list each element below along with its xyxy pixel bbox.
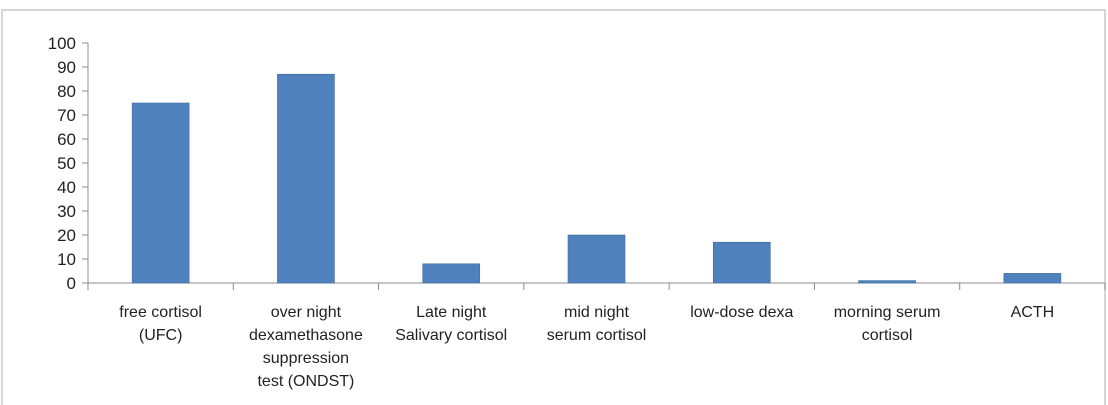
y-tick-label: 20 [57, 226, 76, 245]
x-tick-label-line: low-dose dexa [690, 304, 793, 321]
y-tick-label: 30 [57, 202, 76, 221]
y-tick-label: 50 [57, 154, 76, 173]
x-tick-label: mid night serum cortisol [547, 304, 647, 344]
y-axis: 0 10 20 30 40 50 60 70 80 90 100 [48, 34, 89, 293]
x-tick-label-line: (UFC) [139, 327, 183, 344]
x-tick-label: morning serum cortisol [834, 304, 941, 344]
x-tick-label-line: dexamethasone [249, 327, 363, 344]
bar [131, 102, 190, 284]
y-tick-label: 100 [48, 34, 76, 53]
y-tick-label: 0 [67, 274, 76, 293]
x-tick-labels: free cortisol (UFC) over night dexamethason… [119, 304, 1054, 390]
y-tick-label: 80 [57, 82, 76, 101]
x-tick-label-line: free cortisol [119, 304, 202, 321]
x-tick-label: over night dexamethasone suppression test (… [249, 304, 363, 390]
bar [858, 280, 916, 284]
x-tick-label-line: serum cortisol [547, 327, 647, 344]
x-tick-label: Late night Salivary cortisol [395, 304, 507, 344]
y-tick-label: 10 [57, 250, 76, 269]
bars [131, 73, 1062, 284]
x-tick-label-line: ACTH [1011, 304, 1055, 321]
y-tick-label: 60 [57, 130, 76, 149]
x-tick-label: low-dose dexa [690, 304, 793, 321]
bar [422, 263, 481, 284]
x-tick-label-line: mid night [564, 304, 629, 321]
bar [567, 234, 626, 284]
x-tick-label-line: Salivary cortisol [395, 327, 507, 344]
x-tick-label: ACTH [1011, 304, 1055, 321]
x-tick-label-line: over night [271, 304, 342, 321]
y-tick-label: 70 [57, 106, 76, 125]
bar [712, 241, 771, 284]
bar [277, 73, 335, 284]
x-tick-label-line: cortisol [862, 327, 913, 344]
x-tick-label-line: test (ONDST) [257, 373, 354, 390]
x-tick-label: free cortisol (UFC) [119, 304, 202, 344]
bar [1003, 273, 1062, 284]
y-tick-label: 40 [57, 178, 76, 197]
x-tick-label-line: suppression [263, 350, 349, 367]
x-tick-label-line: morning serum [834, 304, 941, 321]
x-tick-label-line: Late night [416, 304, 487, 321]
y-tick-label: 90 [57, 58, 76, 77]
